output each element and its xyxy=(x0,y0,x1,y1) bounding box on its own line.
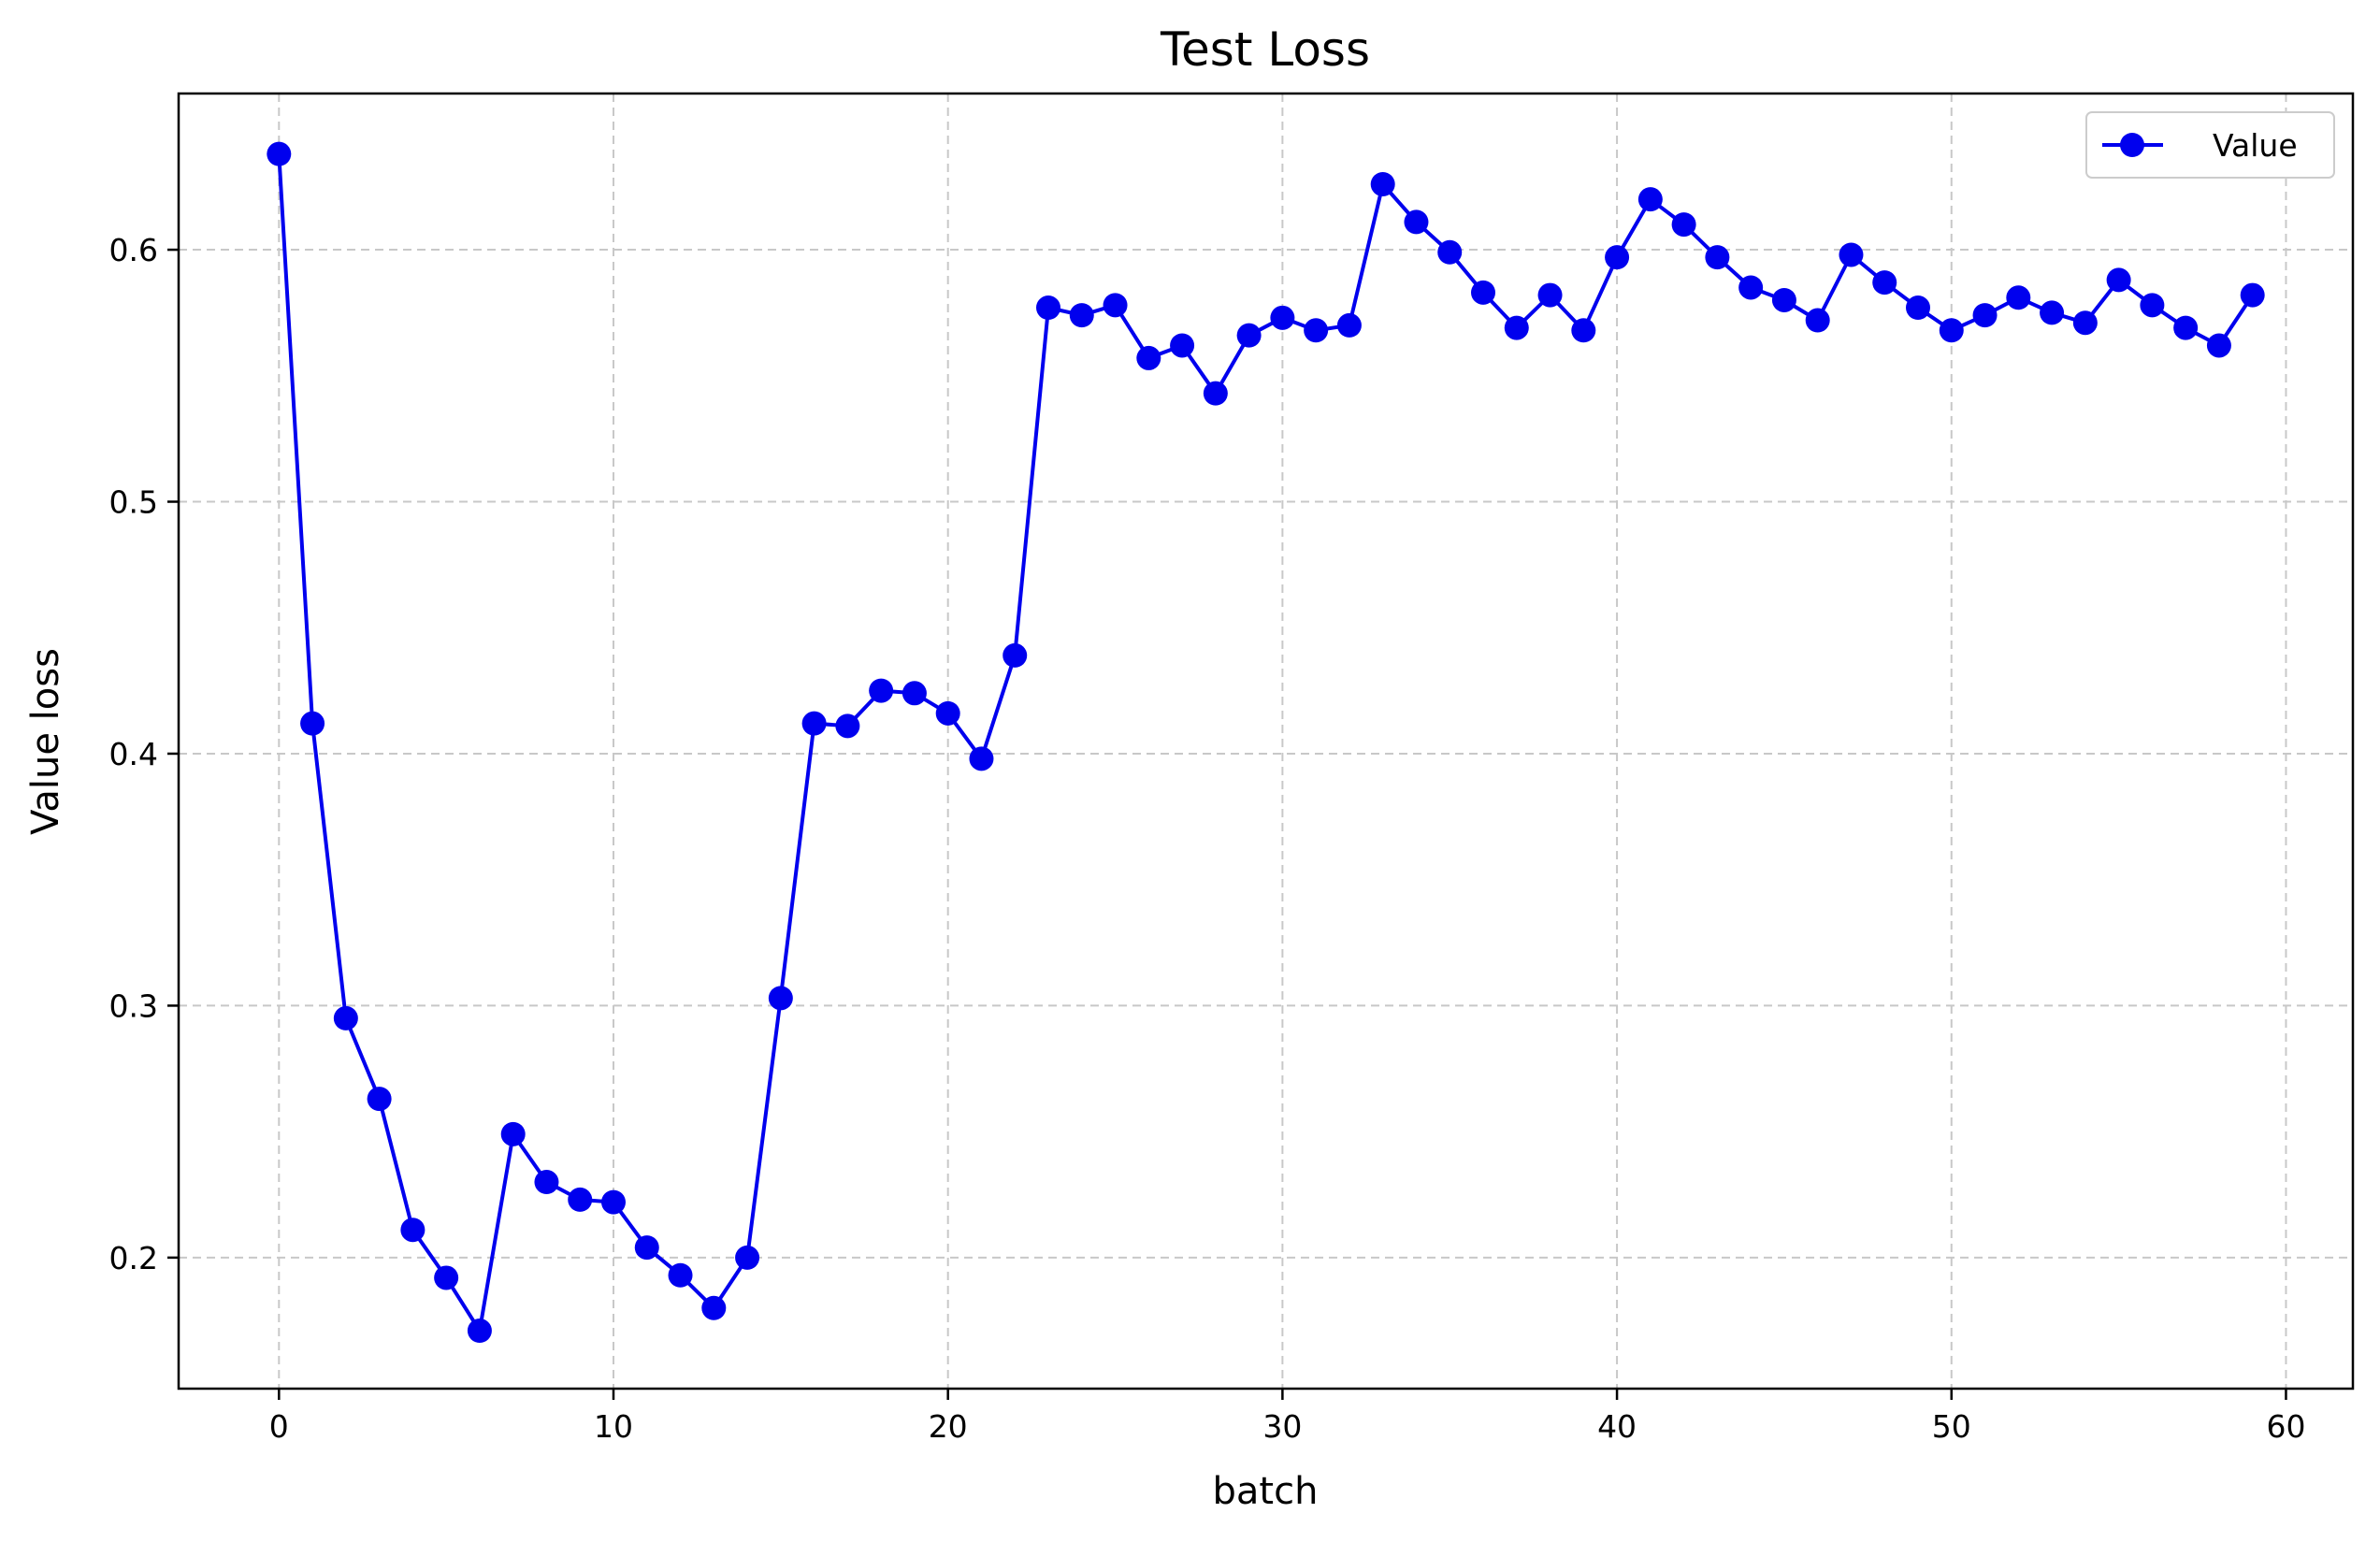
x-tick-label: 30 xyxy=(1262,1408,1302,1445)
data-point xyxy=(735,1245,760,1270)
data-point xyxy=(1471,280,1495,305)
data-point xyxy=(333,1005,358,1030)
data-point xyxy=(1136,345,1161,370)
series-layer xyxy=(267,141,2265,1344)
legend-label: Value xyxy=(2213,127,2298,164)
data-point xyxy=(1304,318,1329,343)
data-point xyxy=(1805,308,1830,333)
legend-box xyxy=(2085,111,2335,179)
data-point xyxy=(1103,293,1128,318)
legend: Value xyxy=(2085,111,2335,179)
data-point xyxy=(634,1235,659,1261)
data-point xyxy=(1839,242,1864,267)
data-point xyxy=(1437,239,1463,265)
x-tick-label: 10 xyxy=(594,1408,633,1445)
data-point xyxy=(2206,333,2231,358)
data-point xyxy=(2040,300,2065,325)
y-tick-label: 0.4 xyxy=(109,736,158,772)
data-point xyxy=(1637,187,1663,212)
y-tick-label: 0.2 xyxy=(109,1240,158,1276)
data-point xyxy=(1705,245,1730,270)
data-point xyxy=(534,1170,559,1195)
data-point xyxy=(969,746,994,771)
data-point xyxy=(1872,270,1897,295)
data-point xyxy=(2140,293,2165,318)
data-point xyxy=(400,1218,426,1243)
x-tick-label: 20 xyxy=(929,1408,968,1445)
data-point xyxy=(434,1265,459,1290)
data-point xyxy=(701,1295,727,1320)
data-point xyxy=(2072,310,2098,336)
x-tick-label: 50 xyxy=(1932,1408,1971,1445)
data-point xyxy=(1270,305,1295,330)
data-point xyxy=(1404,209,1429,235)
data-point xyxy=(1203,381,1228,406)
data-point xyxy=(801,711,827,736)
data-point xyxy=(2106,267,2131,293)
data-point xyxy=(1537,282,1563,308)
data-point xyxy=(2006,285,2031,310)
data-point xyxy=(2173,315,2199,340)
data-point xyxy=(1671,212,1696,238)
x-axis-label: batch xyxy=(1213,1470,1319,1513)
data-point xyxy=(1236,323,1262,348)
y-tick-label: 0.5 xyxy=(109,484,158,521)
x-tick-label: 60 xyxy=(2266,1408,2305,1445)
data-point xyxy=(1605,245,1630,270)
data-point xyxy=(1504,315,1529,340)
axis-ticks: 0 10 20 30 40 50 60 0.2 0.3 0.4 0.5 0.6 xyxy=(109,232,2306,1445)
data-point xyxy=(601,1189,626,1215)
data-point xyxy=(935,700,960,726)
data-point xyxy=(1738,275,1764,300)
data-point xyxy=(1336,312,1362,338)
plot-frame xyxy=(177,92,2355,1391)
y-axis-label: Value loss xyxy=(24,648,67,835)
data-point xyxy=(367,1087,392,1112)
data-point xyxy=(267,141,292,166)
data-point xyxy=(300,711,325,736)
data-point xyxy=(1972,303,1998,328)
x-tick-label: 40 xyxy=(1597,1408,1637,1445)
data-point xyxy=(467,1319,492,1344)
data-point xyxy=(500,1121,526,1146)
data-point xyxy=(1771,287,1796,312)
data-point xyxy=(1571,318,1596,343)
y-tick-label: 0.3 xyxy=(109,987,158,1024)
data-point xyxy=(1170,333,1195,358)
data-point xyxy=(768,986,793,1011)
data-point xyxy=(1069,303,1094,328)
chart-title: Test Loss xyxy=(1160,22,1370,77)
data-point xyxy=(1906,295,1930,321)
data-point xyxy=(1939,318,1964,343)
data-point xyxy=(1370,172,1395,197)
legend-marker xyxy=(2120,133,2144,157)
data-point xyxy=(1036,295,1060,321)
data-point xyxy=(835,713,860,739)
data-point xyxy=(568,1187,593,1212)
data-point xyxy=(869,678,894,703)
data-point xyxy=(2240,282,2265,308)
x-tick-label: 0 xyxy=(269,1408,289,1445)
data-point xyxy=(1002,642,1028,668)
data-point xyxy=(668,1262,693,1288)
y-tick-label: 0.6 xyxy=(109,232,158,268)
data-point xyxy=(902,681,927,706)
